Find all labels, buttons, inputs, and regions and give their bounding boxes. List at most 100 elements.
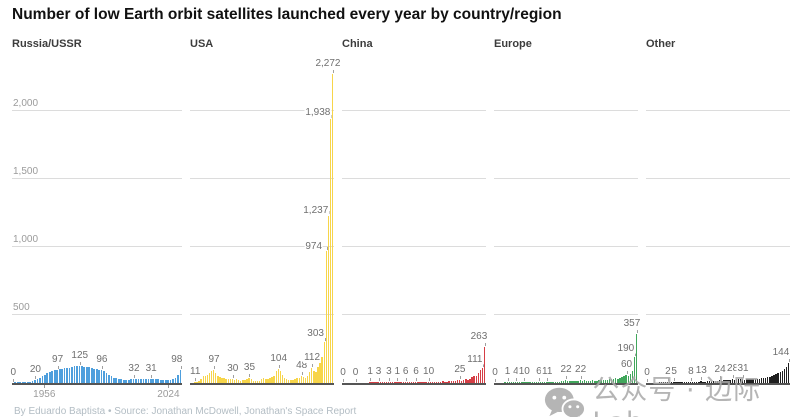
bar — [167, 379, 169, 383]
bar — [275, 371, 277, 383]
value-label: 0 — [643, 367, 651, 378]
bar — [733, 379, 736, 383]
bar — [779, 371, 781, 383]
value-label-tick — [626, 370, 628, 374]
bar — [327, 214, 330, 383]
bar — [19, 382, 22, 383]
bar — [783, 368, 786, 383]
bar — [406, 382, 409, 383]
value-label: 35 — [242, 362, 257, 374]
bar — [250, 378, 252, 383]
bar — [383, 382, 386, 383]
value-label: 24 — [713, 363, 727, 375]
x-axis-year-start: 1956 — [33, 389, 56, 400]
bar — [435, 382, 438, 383]
bar — [454, 380, 457, 383]
bar — [548, 381, 550, 383]
watermark: 公众号 · 边际Lab — [544, 368, 800, 417]
bar — [108, 374, 110, 383]
value-label-tick — [507, 378, 509, 382]
bar — [95, 369, 98, 383]
bar — [105, 373, 108, 383]
bar — [777, 373, 779, 383]
bar — [21, 382, 24, 383]
value-label: 263 — [469, 331, 489, 343]
bar — [179, 369, 182, 383]
gridline-500 — [190, 314, 334, 315]
bar — [396, 382, 398, 383]
bar — [412, 382, 415, 383]
bar — [113, 377, 115, 383]
bar — [708, 381, 710, 383]
bar — [744, 379, 746, 383]
gridline-500 — [342, 314, 486, 315]
bar — [581, 380, 584, 383]
bar — [125, 380, 128, 383]
bar — [46, 373, 49, 383]
bar — [381, 382, 384, 383]
bar — [142, 379, 145, 383]
bar — [689, 381, 692, 383]
bar — [675, 382, 677, 383]
bar — [58, 369, 61, 383]
x-axis-tick-start — [44, 385, 46, 388]
value-label-tick — [547, 377, 549, 381]
bar — [716, 380, 719, 383]
bar — [433, 382, 436, 383]
bar — [529, 382, 531, 383]
bar — [575, 380, 577, 383]
bar — [460, 380, 463, 383]
value-label: 11 — [189, 365, 202, 377]
gridline-500 — [646, 314, 790, 315]
bar — [130, 379, 132, 383]
bar — [225, 378, 227, 383]
bar — [331, 74, 334, 383]
value-label: 97 — [207, 353, 221, 365]
bar — [200, 378, 202, 383]
bar — [712, 381, 715, 383]
bar — [781, 370, 784, 383]
bar — [762, 377, 765, 383]
bar — [392, 382, 394, 383]
value-label: 1 — [503, 366, 512, 378]
bar — [387, 382, 390, 383]
value-label: 1,237 — [302, 204, 330, 216]
panel-plot-russia: 500 1,000 1,500 2,000 1956 2024 0 20 97 125… — [9, 55, 184, 400]
bar — [694, 381, 696, 383]
bar — [633, 357, 636, 383]
bar — [231, 378, 234, 383]
bar — [752, 379, 754, 383]
bar — [244, 379, 246, 383]
gridline-2000 — [342, 110, 486, 111]
panel-plot-europe: 0 1 4 10 6 11 22 22 60 190 357 — [491, 55, 642, 385]
bar — [290, 380, 292, 383]
value-label: 303 — [306, 327, 325, 339]
value-label-tick — [495, 379, 497, 382]
bar — [145, 379, 147, 383]
bar — [223, 378, 225, 383]
bar — [440, 382, 442, 383]
bar — [390, 382, 392, 383]
gridline-2000 — [12, 110, 182, 111]
bar — [88, 367, 91, 383]
bar — [296, 378, 298, 383]
value-label: 111 — [466, 353, 484, 365]
bar — [68, 367, 71, 383]
value-label-tick — [416, 378, 418, 382]
gridline-2000 — [190, 110, 334, 111]
bar — [469, 378, 471, 383]
bar — [671, 382, 673, 383]
bar — [263, 378, 265, 383]
value-label-tick — [788, 359, 790, 363]
bar — [210, 371, 213, 383]
bar — [600, 380, 602, 383]
source-credit: By Eduardo Baptista • Source: Jonathan M… — [14, 406, 357, 417]
bar — [635, 334, 638, 383]
value-label-tick — [79, 362, 81, 365]
bar — [400, 382, 402, 383]
bar — [394, 382, 396, 383]
bar — [415, 382, 417, 383]
bar — [83, 366, 86, 383]
bar — [525, 382, 527, 383]
value-label: 98 — [170, 353, 184, 365]
